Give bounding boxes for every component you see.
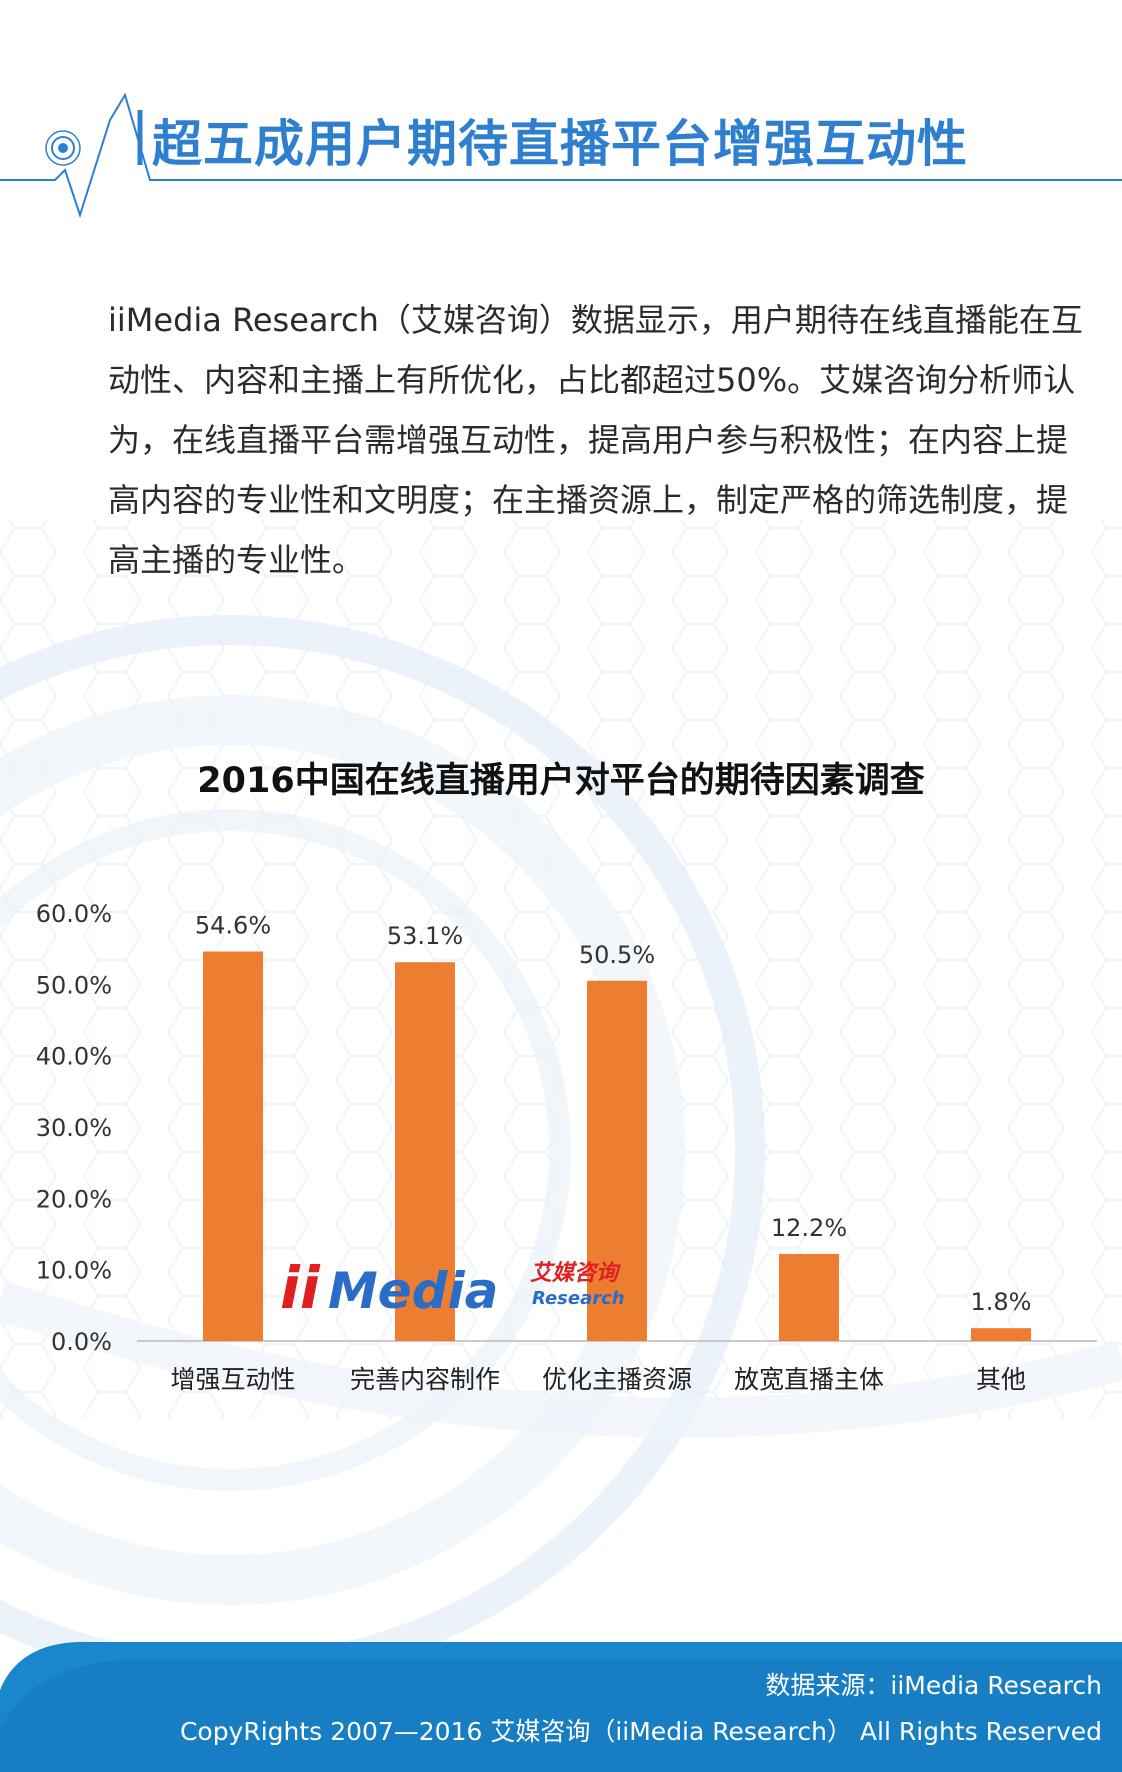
page-title: 超五成用户期待直播平台增强互动性 xyxy=(152,115,968,173)
bar-5 xyxy=(971,1328,1031,1341)
intro-paragraph: iiMedia Research（艾媒咨询）数据显示，用户期待在线直播能在互动性… xyxy=(108,301,1083,579)
iimedia-watermark-logo: ii Media 艾媒咨询 Research xyxy=(280,1254,625,1320)
category-label: 完善内容制作 xyxy=(350,1365,500,1394)
header-pulse-line xyxy=(0,92,1122,219)
bar-value-label: 53.1% xyxy=(387,922,463,950)
bar-value-label: 50.5% xyxy=(579,941,655,969)
bar-value-label: 54.6% xyxy=(195,912,271,940)
category-label: 其他 xyxy=(976,1365,1026,1394)
signal-icon xyxy=(45,130,81,166)
svg-text:Media: Media xyxy=(328,1262,498,1320)
bar-value-label: 1.8% xyxy=(971,1288,1032,1316)
bar-value-label: 12.2% xyxy=(771,1214,847,1242)
bar-2 xyxy=(395,962,455,1341)
y-tick-label: 30.0% xyxy=(36,1114,112,1142)
svg-text:Research: Research xyxy=(532,1288,625,1309)
category-label: 放宽直播主体 xyxy=(734,1365,884,1394)
svg-text:ii: ii xyxy=(280,1254,321,1320)
y-tick-label: 20.0% xyxy=(36,1185,112,1213)
footer-copyright: CopyRights 2007—2016 艾媒咨询（iiMedia Resear… xyxy=(179,1717,1102,1746)
y-tick-label: 10.0% xyxy=(36,1257,112,1285)
chart-title: 2016中国在线直播用户对平台的期待因素调查 xyxy=(197,761,925,801)
y-tick-label: 50.0% xyxy=(36,971,112,999)
footer-band xyxy=(0,1641,1122,1772)
svg-text:艾媒咨询: 艾媒咨询 xyxy=(530,1261,622,1286)
bar-1 xyxy=(203,951,263,1341)
category-label: 优化主播资源 xyxy=(542,1365,692,1394)
bar-3 xyxy=(587,980,647,1341)
y-tick-label: 40.0% xyxy=(36,1043,112,1071)
bar-4 xyxy=(779,1253,839,1341)
footer-source: 数据来源：iiMedia Research xyxy=(765,1671,1102,1700)
y-tick-label: 0.0% xyxy=(51,1328,112,1356)
category-label: 增强互动性 xyxy=(170,1365,295,1394)
y-tick-label: 60.0% xyxy=(36,900,112,928)
